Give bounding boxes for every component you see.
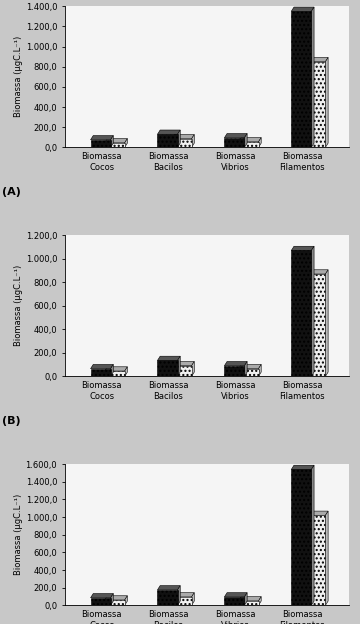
Polygon shape (171, 593, 194, 597)
Polygon shape (224, 361, 247, 366)
Polygon shape (311, 7, 314, 147)
FancyBboxPatch shape (157, 361, 177, 376)
Polygon shape (192, 593, 194, 605)
FancyBboxPatch shape (157, 134, 177, 147)
FancyBboxPatch shape (171, 366, 192, 376)
Polygon shape (258, 364, 261, 376)
Polygon shape (91, 135, 113, 140)
Polygon shape (111, 593, 113, 605)
Polygon shape (125, 367, 127, 376)
FancyBboxPatch shape (291, 250, 311, 376)
FancyBboxPatch shape (305, 62, 325, 147)
FancyBboxPatch shape (157, 590, 177, 605)
Polygon shape (291, 7, 314, 11)
FancyBboxPatch shape (305, 515, 325, 605)
FancyBboxPatch shape (291, 11, 311, 147)
FancyBboxPatch shape (224, 138, 244, 147)
Polygon shape (311, 466, 314, 605)
Polygon shape (192, 361, 194, 376)
FancyBboxPatch shape (305, 274, 325, 376)
Polygon shape (325, 270, 328, 376)
Polygon shape (91, 364, 113, 369)
Polygon shape (305, 511, 328, 515)
Polygon shape (325, 57, 328, 147)
Polygon shape (157, 356, 180, 361)
Polygon shape (111, 364, 113, 376)
Y-axis label: Biomassa (µgC.L⁻¹): Biomassa (µgC.L⁻¹) (14, 265, 23, 346)
FancyBboxPatch shape (171, 139, 192, 147)
Text: (B): (B) (2, 416, 21, 426)
Polygon shape (238, 597, 261, 601)
FancyBboxPatch shape (91, 369, 111, 376)
Polygon shape (305, 57, 328, 62)
Polygon shape (157, 585, 180, 590)
Polygon shape (171, 361, 194, 366)
Polygon shape (177, 130, 180, 147)
FancyBboxPatch shape (105, 371, 125, 376)
Polygon shape (105, 139, 127, 143)
FancyBboxPatch shape (91, 140, 111, 147)
Polygon shape (105, 367, 127, 371)
Polygon shape (111, 135, 113, 147)
Polygon shape (125, 596, 127, 605)
Polygon shape (125, 139, 127, 147)
Polygon shape (244, 134, 247, 147)
Y-axis label: Biomassa (µgC.L⁻¹): Biomassa (µgC.L⁻¹) (14, 36, 23, 117)
Polygon shape (291, 466, 314, 469)
Polygon shape (244, 593, 247, 605)
Y-axis label: Biomassa (µgC.L⁻¹): Biomassa (µgC.L⁻¹) (14, 494, 23, 575)
Polygon shape (192, 135, 194, 147)
FancyBboxPatch shape (105, 143, 125, 147)
Polygon shape (171, 135, 194, 139)
FancyBboxPatch shape (105, 600, 125, 605)
FancyBboxPatch shape (224, 597, 244, 605)
FancyBboxPatch shape (238, 369, 258, 376)
Polygon shape (238, 137, 261, 142)
Polygon shape (305, 270, 328, 274)
Polygon shape (224, 134, 247, 138)
Polygon shape (224, 593, 247, 597)
Polygon shape (105, 596, 127, 600)
Polygon shape (238, 364, 261, 369)
Polygon shape (258, 137, 261, 147)
Polygon shape (157, 130, 180, 134)
Polygon shape (177, 585, 180, 605)
FancyBboxPatch shape (224, 366, 244, 376)
FancyBboxPatch shape (171, 597, 192, 605)
Polygon shape (291, 246, 314, 250)
Polygon shape (91, 593, 113, 598)
FancyBboxPatch shape (238, 142, 258, 147)
Polygon shape (177, 356, 180, 376)
Polygon shape (244, 361, 247, 376)
FancyBboxPatch shape (238, 601, 258, 605)
Text: (A): (A) (2, 187, 21, 197)
Polygon shape (325, 511, 328, 605)
FancyBboxPatch shape (91, 598, 111, 605)
FancyBboxPatch shape (291, 469, 311, 605)
Polygon shape (311, 246, 314, 376)
Polygon shape (258, 597, 261, 605)
